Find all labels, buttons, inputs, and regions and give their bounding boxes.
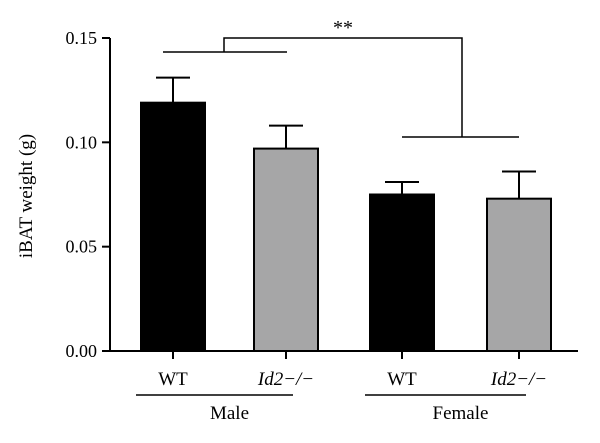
- sig-connector: [223, 37, 463, 137]
- y-axis-label: iBAT weight (g): [16, 134, 37, 258]
- group-label-male: Male: [210, 403, 249, 424]
- bars-layer: [140, 101, 552, 359]
- y-tick-label: 0.15: [66, 28, 98, 48]
- y-ticks-layer: 0.00 0.05 0.10 0.15: [66, 28, 110, 361]
- group-labels-layer: Male Female: [136, 394, 526, 424]
- group-label-female: Female: [433, 403, 489, 424]
- significance-marker: **: [333, 17, 353, 39]
- axes-layer: [109, 38, 578, 352]
- bar-0: [140, 101, 206, 353]
- bar-2: [369, 193, 435, 352]
- x-category-label: WT: [387, 369, 417, 390]
- error-bars-layer: [156, 76, 536, 199]
- y-tick-label: 0.10: [66, 132, 98, 152]
- x-category-label: Id2−/−: [257, 369, 314, 390]
- y-tick-label: 0.05: [66, 237, 98, 257]
- bar-3: [486, 197, 552, 352]
- bar-1: [253, 147, 319, 352]
- significance-layer: **: [163, 17, 519, 138]
- x-category-label: Id2−/−: [490, 369, 547, 390]
- x-category-label: WT: [158, 369, 188, 390]
- x-labels-layer: WT Id2−/− WT Id2−/−: [158, 369, 547, 390]
- y-tick-label: 0.00: [66, 341, 98, 361]
